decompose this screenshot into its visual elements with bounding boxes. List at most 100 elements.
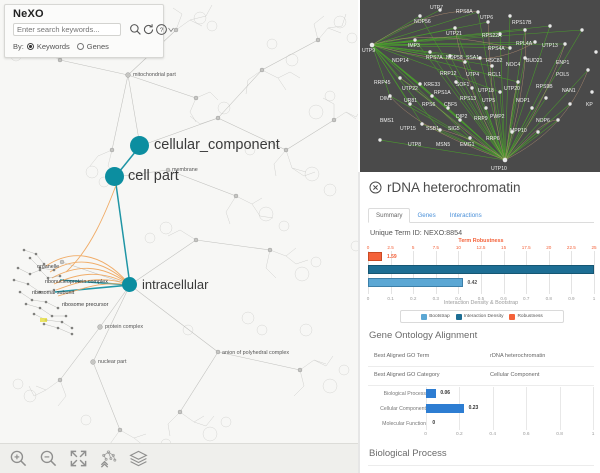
svg-text:DIP2: DIP2	[456, 114, 467, 120]
radio-keywords[interactable]	[26, 43, 34, 50]
legend-swatch	[421, 313, 428, 320]
tree-label-ribosomal-subunit[interactable]: ribosomal subunit	[32, 290, 75, 296]
ontology-tree-graph[interactable]	[0, 0, 358, 473]
svg-text:KRE33: KRE33	[424, 82, 440, 88]
search-panel[interactable]: NeXO ? By: Keywords Genes	[4, 4, 174, 58]
zoom-out-icon[interactable]	[39, 449, 58, 468]
top-tick: 12.5	[476, 245, 486, 250]
svg-text:SSA1: SSA1	[466, 55, 479, 61]
svg-text:MPP10: MPP10	[510, 128, 527, 134]
brown-edges	[371, 11, 589, 161]
close-circle-icon[interactable]	[369, 181, 382, 194]
svg-text:UTP8: UTP8	[408, 142, 421, 148]
go-bar-cellular-component	[425, 404, 465, 413]
search-by-label: By:	[13, 42, 24, 51]
go-row-value: Cellular Component	[490, 372, 540, 378]
top-tick: 7.5	[432, 245, 439, 250]
tree-label-ribosome-precursor[interactable]: ribosome precursor	[62, 302, 109, 308]
zoom-in-icon[interactable]	[9, 449, 28, 468]
refresh-icon[interactable]	[142, 23, 155, 36]
svg-text:PWP2: PWP2	[490, 114, 505, 120]
go-tick: 0.6	[522, 432, 530, 437]
fit-to-screen-icon[interactable]	[69, 449, 88, 468]
radio-genes[interactable]	[76, 43, 84, 50]
legend-label: Robustness	[517, 314, 543, 319]
svg-text:IMP3: IMP3	[408, 43, 420, 49]
collapse-network-icon[interactable]	[99, 449, 118, 468]
svg-text:RPS1A: RPS1A	[434, 90, 451, 96]
tab-genes[interactable]: Genes	[417, 212, 436, 219]
top-tick: 0	[366, 245, 370, 250]
svg-text:RPS6: RPS6	[422, 102, 435, 108]
tree-label-protein-complex[interactable]: protein complex	[105, 324, 144, 330]
go-bar-biological-process	[425, 389, 436, 398]
node-dot[interactable]	[122, 277, 137, 292]
svg-text:NOP58: NOP58	[446, 55, 463, 61]
legend-item-bootstrap: Bootstrap	[421, 313, 450, 320]
biological-process-title: Biological Process	[369, 448, 447, 459]
ontology-tree-panel[interactable]: cellular_component cell part intracellul…	[0, 0, 358, 473]
svg-text:UTP20: UTP20	[504, 86, 520, 92]
radio-genes-label: Genes	[86, 42, 109, 51]
tab-summary[interactable]: Summary	[368, 208, 411, 223]
go-alignment-chart: Biological Process 0.06 Cellular Compone…	[368, 387, 594, 443]
node-label: cellular_component	[154, 137, 280, 153]
search-input[interactable]	[13, 23, 121, 36]
unique-term-id: Unique Term ID: NEXO:8854	[370, 228, 463, 237]
tree-label-mitochondrial-part[interactable]: mitochondrial part	[133, 72, 176, 78]
go-alignment-title: Gene Ontology Alignment	[369, 330, 478, 341]
term-info-panel[interactable]: rDNA heterochromatin Summary Genes Inter…	[358, 172, 600, 473]
layers-icon[interactable]	[129, 449, 148, 468]
radio-keywords-label: Keywords	[36, 42, 70, 51]
svg-text:NOP56: NOP56	[414, 19, 431, 25]
top-tick: 17.5	[521, 245, 531, 250]
svg-text:HSC82: HSC82	[486, 58, 503, 64]
svg-text:?: ?	[160, 27, 164, 34]
svg-text:SSB1: SSB1	[426, 126, 439, 132]
app-title: NeXO	[13, 8, 44, 20]
info-tabs[interactable]: Summary Genes Interactions	[368, 206, 594, 223]
svg-text:NOC4: NOC4	[506, 62, 520, 68]
svg-text:BUD21: BUD21	[526, 58, 543, 64]
search-icon[interactable]	[129, 23, 142, 36]
go-tick: 0.4	[489, 432, 497, 437]
bar-robustness	[368, 252, 383, 261]
node-dot[interactable]	[105, 167, 124, 186]
go-bar-value-cellular-component: 0.23	[468, 405, 479, 411]
tree-label-nuclear-part[interactable]: nuclear part	[98, 359, 127, 365]
svg-text:RRP9: RRP9	[474, 116, 488, 122]
tree-label-ribonucleoprotein-complex[interactable]: ribonucleoprotein complex	[45, 279, 108, 285]
bar-value-bootstrap: 0.42	[467, 280, 478, 286]
bottom-tick: 0	[366, 296, 370, 301]
gene-interaction-network[interactable]: UTP9 NOP56 UTP7 RPS8A UTP6 UTP21 RPS22A RPS…	[358, 0, 600, 174]
svg-text:RPS9B: RPS9B	[536, 84, 553, 90]
go-cat-molecular-function: Molecular Function	[382, 421, 426, 427]
legend-label: Bootstrap	[429, 314, 450, 319]
go-row-key: Best Aligned GO Category	[374, 372, 440, 378]
gene-cluster-blob	[12, 248, 74, 336]
tree-label-organelle[interactable]: organelle	[37, 264, 60, 270]
go-tick: 0.8	[556, 432, 563, 437]
go-tick: 0	[424, 432, 427, 437]
tree-label-membrane[interactable]: membrane	[172, 167, 198, 173]
network-graph[interactable]: UTP9 NOP56 UTP7 RPS8A UTP6 UTP21 RPS22A RPS…	[360, 0, 600, 172]
legend-item-robustness: Robustness	[509, 313, 543, 320]
help-icon[interactable]: ?	[155, 23, 168, 36]
svg-text:RPS7A: RPS7A	[426, 55, 443, 61]
top-tick: 25	[591, 245, 597, 250]
bottom-tick: 0.8	[545, 296, 552, 301]
chevron-down-icon[interactable]	[167, 25, 175, 35]
node-label: intracellular	[142, 277, 209, 292]
tree-toolbar[interactable]	[0, 443, 358, 473]
svg-text:RPS8A: RPS8A	[456, 9, 473, 15]
node-dot[interactable]	[130, 136, 149, 155]
svg-text:UTP13: UTP13	[542, 43, 558, 49]
tree-label-anion-complex[interactable]: anion of polyhedral complex	[222, 350, 290, 356]
svg-text:MSN5: MSN5	[436, 142, 450, 148]
svg-text:SOF1: SOF1	[456, 82, 469, 88]
bar-value-robustness: 1.59	[386, 254, 397, 260]
svg-text:BMS1: BMS1	[380, 118, 394, 124]
go-cat-cellular-component: Cellular Component	[380, 406, 426, 412]
tab-interactions[interactable]: Interactions	[449, 212, 482, 219]
svg-text:UTP7: UTP7	[430, 5, 443, 11]
